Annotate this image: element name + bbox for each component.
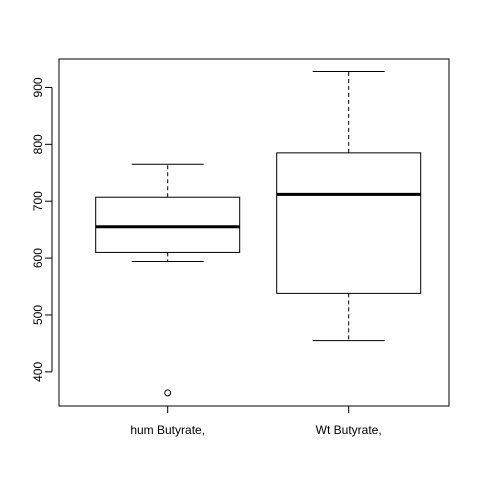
plot-frame [58,58,450,407]
y-tick-label: 600 [31,248,45,268]
iqr-box [95,196,241,253]
iqr-box [276,152,422,294]
y-axis: 400 500 600 700 800 900 [31,77,53,382]
y-tick-label: 500 [31,305,45,325]
x-tick-label: hum Butyrate, [130,423,205,437]
box-hum-butyrate [95,163,241,397]
y-tick-label: 700 [31,191,45,211]
y-tick-label: 400 [31,362,45,382]
outlier-point [164,389,172,397]
y-tick-label: 900 [31,77,45,97]
x-axis: hum Butyrate, Wt Butyrate, [130,406,382,437]
box-wt-butyrate [276,71,422,342]
y-tick-label: 800 [31,134,45,154]
box-group [95,71,422,397]
x-tick-label: Wt Butyrate, [316,423,382,437]
